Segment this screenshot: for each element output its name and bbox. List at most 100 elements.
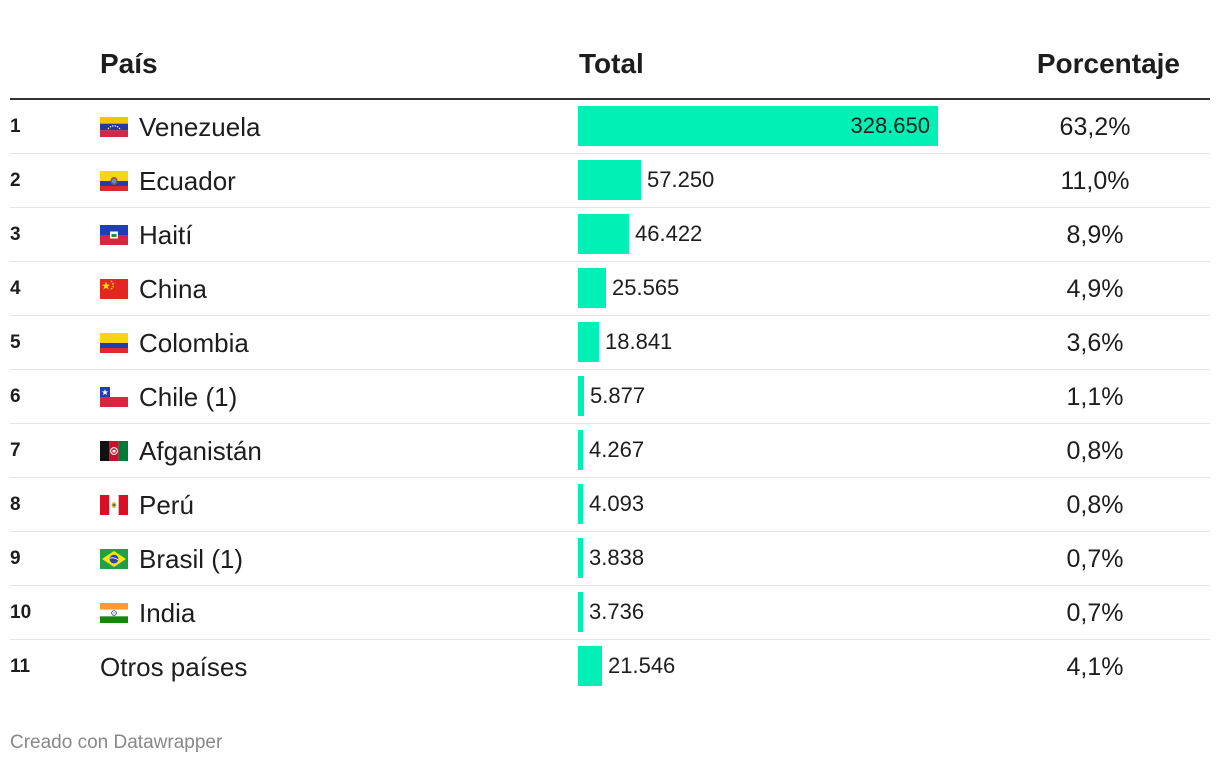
total-value-label: 21.546	[608, 653, 676, 678]
bar-cell: 328.650	[578, 100, 978, 154]
rank-number: 1	[10, 116, 21, 137]
country-name: Perú	[139, 489, 194, 520]
total-bar	[578, 268, 606, 308]
total-value-label: 25.565	[612, 275, 680, 300]
flag-afghanistan-icon	[100, 441, 128, 461]
country-cell: Ecuador	[100, 154, 236, 208]
flag-venezuela-icon	[100, 117, 128, 137]
percent-value: 8,9%	[1066, 221, 1124, 249]
percent-value: 11,0%	[1060, 167, 1130, 195]
country-name: Chile (1)	[139, 381, 238, 412]
footer-credit: Creado con Datawrapper	[10, 732, 223, 753]
bar-cell: 57.250	[578, 154, 978, 208]
country-name: India	[139, 597, 196, 628]
flag-ecuador-icon	[100, 171, 128, 191]
bar-cell: 4.267	[578, 424, 978, 478]
rank-number: 8	[10, 494, 21, 515]
total-value-label: 328.650	[850, 113, 930, 138]
flag-india-icon	[100, 603, 128, 623]
flag-china-icon	[100, 279, 128, 299]
percent-value: 4,1%	[1066, 653, 1124, 681]
bar-cell: 46.422	[578, 208, 978, 262]
flag-brazil-icon	[100, 549, 128, 569]
total-value-label: 3.736	[589, 599, 645, 624]
total-bar	[578, 322, 599, 362]
bar-cell: 21.546	[578, 640, 978, 694]
rank-number: 11	[10, 656, 31, 677]
rank-number: 3	[10, 224, 21, 245]
rank-number: 4	[10, 278, 21, 299]
total-bar	[578, 430, 583, 470]
rank-number: 7	[10, 440, 21, 461]
country-name: Ecuador	[139, 165, 236, 196]
rank-number: 2	[10, 170, 21, 191]
total-value-label: 4.267	[589, 437, 645, 462]
flag-chile-icon	[100, 387, 128, 407]
column-header-country: País	[100, 48, 158, 79]
total-bar	[578, 484, 583, 524]
percent-value: 3,6%	[1066, 329, 1124, 357]
country-cell: Otros países	[100, 640, 247, 694]
country-name: China	[139, 273, 207, 304]
table-row: 1 Venezuela 328.650 63,2%	[10, 100, 1210, 154]
country-cell: Colombia	[100, 316, 249, 370]
header-divider	[10, 98, 1210, 100]
rank-number: 10	[10, 602, 32, 623]
percent-value: 63,2%	[1059, 113, 1131, 141]
total-bar	[578, 214, 629, 254]
total-bar	[578, 592, 583, 632]
total-bar	[578, 376, 584, 416]
total-bar	[578, 160, 641, 200]
table-row: 10 India 3.736 0,7%	[10, 586, 1210, 640]
country-cell: Brasil (1)	[100, 532, 243, 586]
total-bar	[578, 646, 602, 686]
bar-cell: 4.093	[578, 478, 978, 532]
total-value-label: 3.838	[589, 545, 645, 570]
country-cell: Chile (1)	[100, 370, 237, 424]
country-name: Afganistán	[139, 435, 262, 466]
flag-peru-icon	[100, 495, 128, 515]
country-cell: Afganistán	[100, 424, 262, 478]
table-row: 3 Haití 46.422 8,9%	[10, 208, 1210, 262]
bar-cell: 3.838	[578, 532, 978, 586]
bar-cell: 5.877	[578, 370, 978, 424]
table-row: 9 Brasil (1) 3.838 0,7%	[10, 532, 1210, 586]
bar-cell: 25.565	[578, 262, 978, 316]
table-body: 1 Venezuela 328.650 63,2% 2 Ecuador 57.250 11,0…	[10, 100, 1210, 694]
total-value-label: 5.877	[590, 383, 646, 408]
percent-value: 4,9%	[1066, 275, 1124, 303]
country-cell: China	[100, 262, 207, 316]
table-row: 8 Perú 4.093 0,8%	[10, 478, 1210, 532]
total-value-label: 46.422	[635, 221, 703, 246]
table-row: 7 Afganistán 4.267 0,8%	[10, 424, 1210, 478]
total-bar	[578, 538, 583, 578]
country-name: Colombia	[139, 327, 249, 358]
percent-value: 0,8%	[1066, 437, 1124, 465]
rank-number: 6	[10, 386, 21, 407]
country-cell: Haití	[100, 208, 192, 262]
country-name: Haití	[139, 219, 193, 250]
total-value-label: 57.250	[647, 167, 715, 192]
country-name: Otros países	[100, 651, 248, 682]
percent-value: 0,7%	[1066, 545, 1124, 573]
total-value-label: 18.841	[605, 329, 673, 354]
bar-cell: 18.841	[578, 316, 978, 370]
country-name: Brasil (1)	[139, 543, 244, 574]
country-cell: India	[100, 586, 195, 640]
table-header: País Total Porcentaje	[10, 38, 1210, 98]
table-row: 6 Chile (1) 5.877 1,1%	[10, 370, 1210, 424]
table-row: 11 Otros países 21.546 4,1%	[10, 640, 1210, 694]
flag-colombia-icon	[100, 333, 128, 353]
country-name: Venezuela	[139, 111, 261, 142]
table-row: 2 Ecuador 57.250 11,0%	[10, 154, 1210, 208]
percent-value: 1,1%	[1066, 383, 1124, 411]
total-bar	[578, 106, 938, 146]
table-row: 5 Colombia 18.841 3,6%	[10, 316, 1210, 370]
country-cell: Perú	[100, 478, 194, 532]
table-row: 4 China 25.565 4,9%	[10, 262, 1210, 316]
column-header-total: Total	[579, 48, 644, 79]
country-cell: Venezuela	[100, 100, 260, 154]
flag-haiti-icon	[100, 225, 128, 245]
percent-value: 0,7%	[1066, 599, 1124, 627]
total-value-label: 4.093	[589, 491, 645, 516]
